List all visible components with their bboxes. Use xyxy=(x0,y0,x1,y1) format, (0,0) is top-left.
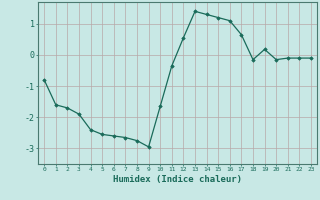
X-axis label: Humidex (Indice chaleur): Humidex (Indice chaleur) xyxy=(113,175,242,184)
